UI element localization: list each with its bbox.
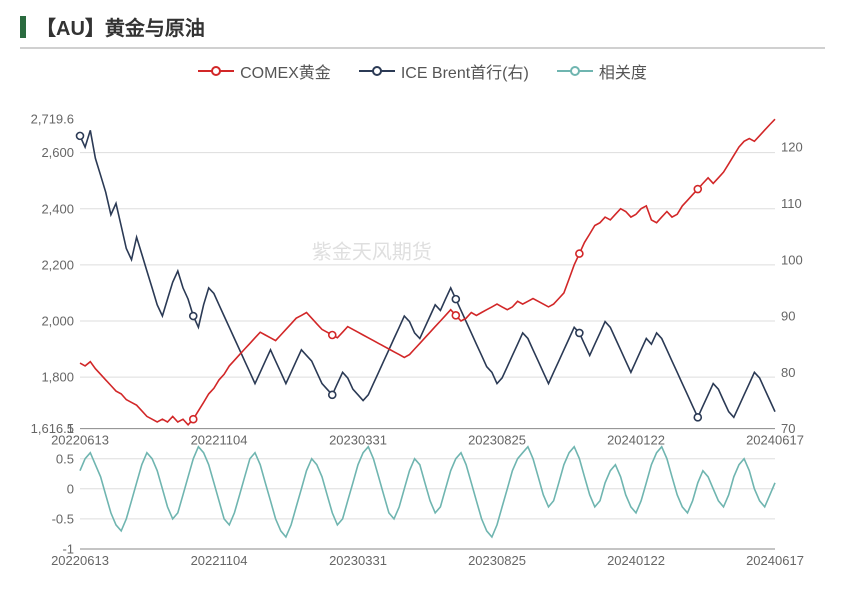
svg-text:20240617: 20240617 xyxy=(746,433,804,448)
title-accent-bar xyxy=(20,16,26,38)
series-marker xyxy=(452,296,459,303)
svg-text:1,800: 1,800 xyxy=(41,370,74,385)
chart-title: 【AU】黄金与原油 xyxy=(36,12,205,41)
svg-text:1: 1 xyxy=(67,421,74,436)
legend-label: ICE Brent首行(右) xyxy=(401,59,529,83)
legend-marker xyxy=(359,65,395,77)
legend-label: COMEX黄金 xyxy=(240,59,331,83)
svg-text:20221104: 20221104 xyxy=(191,553,248,568)
series-marker xyxy=(576,329,583,336)
series-marker xyxy=(576,250,583,257)
corr-line xyxy=(80,447,775,537)
legend-marker xyxy=(198,65,234,77)
svg-text:80: 80 xyxy=(781,365,795,380)
svg-text:90: 90 xyxy=(781,309,795,324)
series-marker xyxy=(329,331,336,338)
legend-item: 相关度 xyxy=(557,59,647,83)
legend-item: ICE Brent首行(右) xyxy=(359,59,529,83)
svg-text:2,600: 2,600 xyxy=(41,145,74,160)
svg-text:20240617: 20240617 xyxy=(746,553,804,568)
svg-text:20230825: 20230825 xyxy=(468,433,526,448)
svg-text:20240122: 20240122 xyxy=(607,433,665,448)
svg-text:100: 100 xyxy=(781,252,803,267)
svg-text:2,200: 2,200 xyxy=(41,257,74,272)
svg-text:20230331: 20230331 xyxy=(329,553,387,568)
series-marker xyxy=(452,312,459,319)
svg-text:20220613: 20220613 xyxy=(51,433,109,448)
title-underline xyxy=(20,47,825,49)
legend-marker xyxy=(557,65,593,77)
svg-text:110: 110 xyxy=(781,196,802,211)
svg-text:20220613: 20220613 xyxy=(51,553,109,568)
svg-text:20221104: 20221104 xyxy=(191,433,248,448)
brent-line xyxy=(80,130,775,417)
svg-text:0: 0 xyxy=(67,481,74,496)
svg-text:紫金天风期货: 紫金天风期货 xyxy=(312,240,432,263)
series-marker xyxy=(190,313,197,320)
svg-text:2,000: 2,000 xyxy=(41,314,74,329)
legend: COMEX黄金 ICE Brent首行(右) 相关度 xyxy=(20,59,825,83)
series-marker xyxy=(77,132,84,139)
svg-text:2,719.6: 2,719.6 xyxy=(31,112,74,127)
svg-text:20230331: 20230331 xyxy=(329,433,387,448)
series-marker xyxy=(694,414,701,421)
svg-text:0.5: 0.5 xyxy=(56,451,74,466)
gold-line xyxy=(80,119,775,425)
legend-item: COMEX黄金 xyxy=(198,59,331,83)
svg-text:2,400: 2,400 xyxy=(41,201,74,216)
svg-text:20240122: 20240122 xyxy=(607,553,665,568)
series-marker xyxy=(190,416,197,423)
svg-text:120: 120 xyxy=(781,140,803,155)
series-marker xyxy=(329,391,336,398)
series-marker xyxy=(694,186,701,193)
svg-text:20230825: 20230825 xyxy=(468,553,526,568)
svg-text:-0.5: -0.5 xyxy=(52,511,74,526)
legend-label: 相关度 xyxy=(599,59,647,83)
chart-container: 紫金天风期货1,616.51,8002,0002,2002,4002,6002,… xyxy=(20,89,825,579)
chart-svg: 紫金天风期货1,616.51,8002,0002,2002,4002,6002,… xyxy=(20,89,825,579)
